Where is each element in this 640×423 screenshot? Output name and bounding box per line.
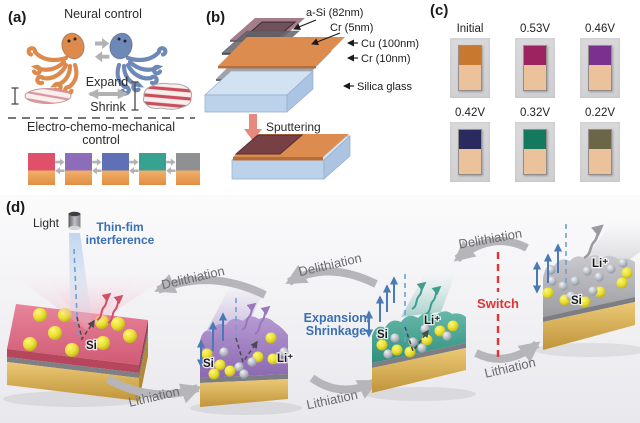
sample-photo <box>580 38 620 98</box>
label-cr5: Cr (5nm) <box>330 22 373 34</box>
sample-substrate <box>589 65 611 90</box>
cell-small <box>11 87 72 105</box>
swap-arrows-icon <box>95 38 110 63</box>
sample-caption: Initial <box>456 23 484 35</box>
light-source: Light <box>33 211 81 231</box>
sputtering-label: Sputtering <box>266 120 321 134</box>
sample-film <box>459 130 481 150</box>
label-silica: Silica glass <box>357 81 413 93</box>
si-label: Si <box>86 340 97 352</box>
si-label: Si <box>571 295 582 307</box>
lithium-ions <box>219 347 289 379</box>
sample-film <box>459 46 481 66</box>
switch-divider: Switch <box>477 252 519 358</box>
lithiation-arrow <box>474 340 541 363</box>
interference-label-1: Thin-fim <box>96 220 143 234</box>
slab-lithiated-purple: Si Li⁺ <box>196 284 295 407</box>
sputtered-device <box>231 134 351 180</box>
expansion-arrows <box>532 243 563 294</box>
expansion-arrows <box>196 312 228 368</box>
control-label-1: Electro-chemo-mechanical <box>27 120 175 134</box>
delithiation-arrow <box>453 237 529 263</box>
refraction-path <box>76 316 95 341</box>
panel-a: (a) Neural control Expand Shrink Electro… <box>8 7 200 185</box>
reflected-wave-icon <box>96 292 112 321</box>
shrink-label: Shrink <box>90 100 126 114</box>
cell-large <box>131 81 193 111</box>
li-label: Li⁺ <box>277 353 293 365</box>
sample-film <box>589 46 611 66</box>
sample-photo <box>580 122 620 182</box>
expansion-label-1: Expansion/ <box>304 311 371 325</box>
lithiation-arrow <box>309 374 379 399</box>
lithium-ions <box>383 324 452 359</box>
sample-substrate <box>459 65 481 90</box>
expand-label: Expand <box>86 75 128 89</box>
interference-label-2: interference <box>86 233 155 247</box>
panel-d: (d) Light Thin-fim interference <box>0 195 640 423</box>
layer-stack <box>216 18 345 81</box>
sample-film <box>524 46 546 66</box>
sample-caption: 0.53V <box>519 23 551 35</box>
switch-label: Switch <box>477 296 519 311</box>
sample-caption: 0.42V <box>454 107 486 119</box>
label-cu: Cu (100nm) <box>361 38 419 50</box>
silica-glass-block <box>204 70 314 113</box>
light-label: Light <box>33 216 60 230</box>
sample-caption: 0.22V <box>584 107 616 119</box>
sputtering-arrow-icon <box>244 114 262 141</box>
slab-fully-lithiated-gray: Li⁺ Si <box>532 221 640 350</box>
reflection-glow-inner <box>45 277 140 328</box>
sample-photo <box>515 38 555 98</box>
si-label: Si <box>377 329 388 341</box>
neural-control-title: Neural control <box>64 7 142 21</box>
delithiation-arrow <box>285 264 378 288</box>
panel-d-label: (d) <box>6 199 25 216</box>
sample-substrate <box>524 149 546 174</box>
panel-c-label: (c) <box>430 2 449 19</box>
incident-ray-dashed <box>73 248 79 339</box>
reflected-wave-icon <box>107 294 124 324</box>
sample-photo <box>515 122 555 182</box>
label-cr10: Cr (10nm) <box>361 53 411 65</box>
li-label: Li⁺ <box>592 258 608 270</box>
sample-photo <box>450 38 490 98</box>
sample-film <box>589 130 611 150</box>
sample-caption: 0.32V <box>519 107 551 119</box>
expansion-label-2: Shrinkage <box>306 324 366 338</box>
si-label: Si <box>203 358 214 370</box>
sample-substrate <box>589 149 611 174</box>
incident-beam <box>69 233 92 322</box>
sample-caption: 0.46V <box>584 23 616 35</box>
expansion-arrows <box>375 276 399 322</box>
li-label: Li⁺ <box>424 315 440 327</box>
octopus-orange <box>29 30 88 93</box>
sample-substrate <box>524 65 546 90</box>
panel-a-label: (a) <box>8 9 26 26</box>
lithiation-arrow <box>106 375 202 404</box>
sample-photo <box>450 122 490 182</box>
slab-partially-lithiated-teal: Si Li⁺ <box>372 272 466 393</box>
state-squares <box>28 153 200 185</box>
panel-b-label: (b) <box>206 9 225 26</box>
sample-film <box>524 130 546 150</box>
sample-substrate <box>459 149 481 174</box>
panel-c: (c) Initial 0.53V 0.46V 0.42V 0.32V 0.22… <box>415 0 640 195</box>
control-label-2: control <box>82 133 120 147</box>
lamp-icon <box>68 214 81 228</box>
panel-b: (b) a-Si (82nm) Cr (5nm) <box>204 7 419 180</box>
label-a-si: a-Si (82nm) <box>306 7 363 19</box>
layer-callouts: a-Si (82nm) Cr (5nm) Cu (100nm) Cr (10nm… <box>293 7 419 93</box>
